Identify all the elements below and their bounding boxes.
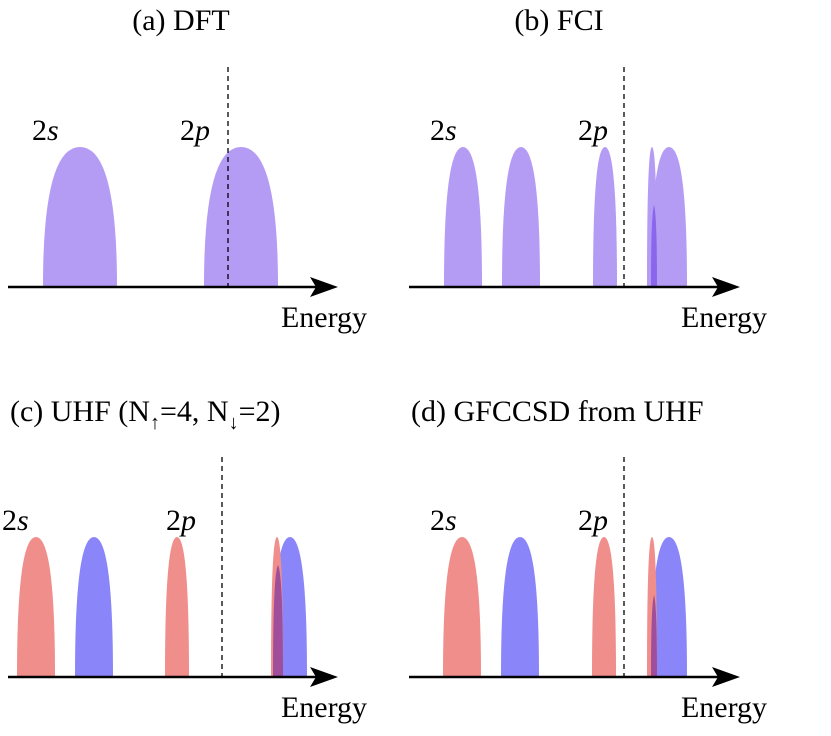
panel-b-peak-overlap (651, 205, 657, 286)
panel-b-peak-2p (593, 147, 617, 286)
panel-c-peak-2s-up (17, 537, 55, 676)
panel-d-gfccsd: (d) GFCCSD from UHF Energy 2s 2p (409, 395, 767, 724)
panel-d-label-2s: 2s (430, 504, 457, 537)
panel-d-peak-overlap (651, 595, 657, 676)
panel-c-axis-arrowhead (310, 667, 338, 687)
panel-d-peak-2s-up (443, 537, 481, 676)
panel-d-label-2p: 2p (578, 504, 608, 537)
panel-b-energy-label: Energy (681, 301, 767, 334)
panel-c-peak-overlap (273, 565, 283, 676)
panel-c-peak-2s-down (75, 537, 113, 676)
panel-b-title: (b) FCI (514, 4, 603, 37)
panel-a-label-2p: 2p (180, 114, 210, 147)
panel-a-energy-label: Energy (281, 301, 367, 334)
panel-c-energy-label: Energy (281, 691, 367, 724)
panel-c-peak-2p-up (165, 537, 189, 676)
panel-d-peak-2p-up (592, 537, 616, 676)
panel-a-title: (a) DFT (132, 4, 229, 37)
panel-b-fci: (b) FCI Energy 2s 2p (409, 4, 767, 334)
panel-a-dft: (a) DFT Energy 2s 2p (8, 4, 367, 334)
panel-b-axis-arrowhead (712, 277, 740, 297)
panel-b-label-2s: 2s (430, 114, 457, 147)
panel-d-axis-arrowhead (712, 667, 740, 687)
panel-c-uhf: (c) UHF (N↑=4, N↓=2) Energy 2s 2p (2, 395, 367, 724)
panel-d-title: (d) GFCCSD from UHF (411, 395, 704, 428)
panel-b-label-2p: 2p (578, 114, 608, 147)
panel-a-axis-arrowhead (310, 277, 338, 297)
panel-b-peak-2s-2 (502, 147, 540, 286)
panel-c-label-2s: 2s (2, 504, 29, 537)
panel-c-title: (c) UHF (N↑=4, N↓=2) (10, 395, 280, 434)
panel-a-peak-2s (43, 147, 117, 286)
panel-a-label-2s: 2s (32, 114, 59, 147)
panel-d-peak-satellite-down (651, 537, 687, 676)
panel-d-energy-label: Energy (681, 691, 767, 724)
panel-c-label-2p: 2p (166, 504, 196, 537)
panel-b-peak-2s-1 (444, 147, 482, 286)
panel-a-peak-2p (204, 147, 278, 286)
panel-b-peak-satellite-wide (651, 147, 687, 286)
panel-d-peak-2s-down (501, 537, 539, 676)
